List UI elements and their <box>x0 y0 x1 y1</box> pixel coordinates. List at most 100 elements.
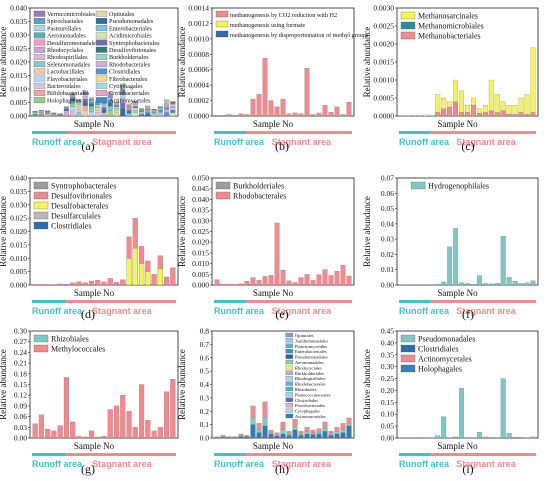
legend-label: Clostridiales <box>109 69 141 76</box>
bar <box>238 283 244 286</box>
chart-panel-7: 0.00 0.03 0.06 0.090.12 0.15 0.180.21 0.24 0.27… <box>0 327 179 476</box>
bar <box>238 113 244 117</box>
legend-label: Actinomycetales <box>109 97 151 104</box>
chart-panel-1: 0.000 0.005 0.010 0.015 0.020 0.025 0.030 0.035… <box>0 4 179 153</box>
bar <box>268 275 274 286</box>
bar-stack-base <box>292 429 298 439</box>
legend-swatch <box>410 181 426 190</box>
bar-segment <box>88 98 94 100</box>
x-axis-label: Sample No <box>253 441 294 451</box>
runoff-zone-label: Runoff area <box>32 459 83 469</box>
bar <box>465 283 470 286</box>
bar <box>471 284 476 286</box>
bar-methanosarcinales <box>423 114 429 117</box>
bar <box>250 98 256 117</box>
bar-stack-base <box>268 433 274 439</box>
bar-segment <box>114 105 120 107</box>
bar-segment <box>132 107 138 111</box>
y-tick-label: 0.005 <box>192 270 209 279</box>
bar <box>346 275 352 286</box>
bar <box>476 431 482 439</box>
bar-segment <box>32 113 38 116</box>
bar <box>316 112 322 117</box>
bar-methanobacteriales <box>465 112 470 117</box>
bar-segment <box>32 114 38 117</box>
bar-segment <box>76 106 82 110</box>
legend-swatch <box>95 46 108 53</box>
legend-swatch <box>33 221 49 230</box>
runoff-zone-bar <box>214 300 247 303</box>
y-axis-label: Relative abundance <box>362 196 372 267</box>
y-tick-label: 0.06 <box>381 189 394 198</box>
y-tick-label: 0.020 <box>192 238 209 247</box>
stagnant-zone-bar <box>246 131 352 134</box>
legend-label: Clostridiales <box>418 345 458 354</box>
bar <box>280 98 286 117</box>
bar-stack-mid <box>256 429 262 433</box>
bar <box>132 427 138 439</box>
legend-label: Actinomycetales <box>295 414 326 419</box>
bar-desulfovibrionales <box>113 282 120 286</box>
bar-methanobacteriales <box>459 112 464 117</box>
chart-panel-6: 0.00 0.01 0.02 0.03 0.04 0.05 0.06 0.07 Relative… <box>362 174 539 321</box>
legend-label: Desulfuromonadales <box>47 40 99 47</box>
panel-letter: (d) <box>81 307 95 321</box>
y-tick-label: 0.12 <box>14 391 27 400</box>
legend-swatch <box>33 75 46 82</box>
bar <box>500 378 506 439</box>
y-tick-label: 0.00 <box>381 281 394 290</box>
bar-segment <box>88 100 94 103</box>
bar-segment <box>170 103 176 105</box>
y-tick-label: 0.010 <box>10 85 27 94</box>
bar-segment <box>145 111 151 114</box>
bar-segment <box>126 105 132 107</box>
bar <box>214 115 220 117</box>
legend-label: Clostridiales <box>295 398 318 403</box>
bar-stack-mid <box>340 429 346 433</box>
bar-segment <box>107 110 113 117</box>
bar-segment <box>145 110 151 112</box>
bar <box>482 283 488 286</box>
y-tick-label: 0.0010 <box>373 76 394 85</box>
legend: OpitutalesXanthomonadalesPlanctomycetale… <box>285 332 331 419</box>
bar-segment <box>139 114 145 117</box>
bar-desulfovibrionales <box>107 278 113 286</box>
bar-stack-mid <box>250 417 256 425</box>
y-tick-label: 0.015 <box>10 71 27 80</box>
legend: SyntrophobacteralesDesulfovibrionalesDes… <box>33 182 116 231</box>
y-tick-label: 0.015 <box>10 240 27 249</box>
bar-segment <box>151 111 157 113</box>
bar-stack-mid <box>274 434 280 437</box>
bar-segment <box>164 99 170 101</box>
stagnant-zone-bar <box>65 131 176 134</box>
bar <box>435 284 441 286</box>
panel-letter: (f) <box>462 307 474 321</box>
legend-label: Planctomycetales <box>295 344 327 349</box>
bar-segment <box>126 103 132 105</box>
bar-desulfovibrionales <box>164 276 170 286</box>
bar <box>488 283 494 286</box>
legend-label: Methylococcales <box>51 345 105 354</box>
bar <box>101 436 107 439</box>
y-axis-label: Relative abundance <box>0 196 8 267</box>
y-axis-label: Relative abundance <box>0 27 8 98</box>
legend-swatch <box>95 32 108 39</box>
chart-panel-2: 0.0000 0.0002 0.0004 0.0006 0.0008 0.0010 0.00… <box>177 4 369 154</box>
bar-methanobacteriales <box>506 114 512 117</box>
legend-label: Opitutales <box>295 333 314 338</box>
bar <box>244 281 250 286</box>
bar <box>151 430 157 439</box>
legend-swatch <box>33 334 49 343</box>
bar-stack-base <box>328 435 334 439</box>
bar <box>226 284 232 286</box>
y-tick-label: 0.000 <box>10 281 27 290</box>
bar-segment <box>95 107 101 111</box>
bar-methanobacteriales <box>494 112 500 117</box>
y-tick-label: 0.7 <box>200 340 210 349</box>
legend-swatch <box>400 11 416 20</box>
bar-segment <box>157 110 163 113</box>
bar-segment <box>76 109 82 113</box>
bar <box>322 269 328 286</box>
